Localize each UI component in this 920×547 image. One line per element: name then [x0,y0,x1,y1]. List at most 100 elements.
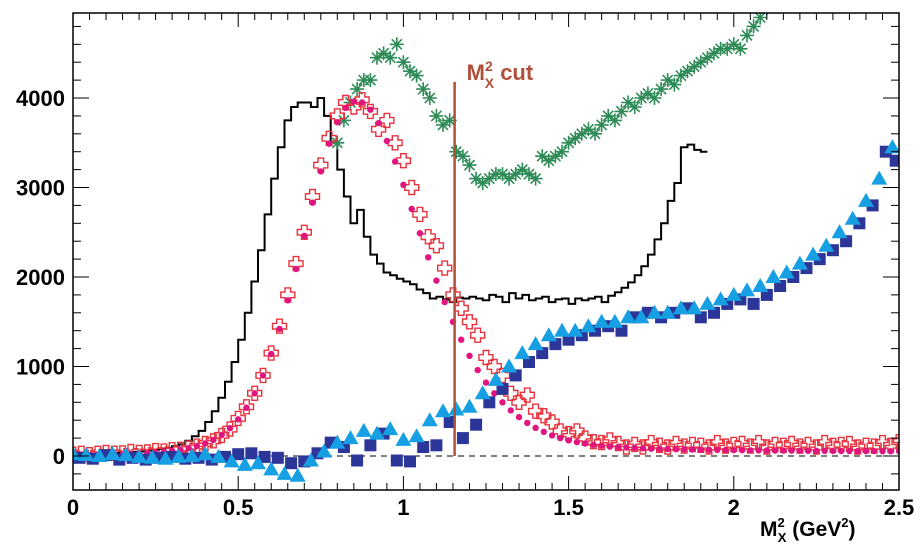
point-asterisk-shape [495,167,510,182]
point-triangle [355,422,372,437]
point-dot [210,436,217,444]
point-triangle [633,309,650,324]
point-dot [268,350,275,358]
point-dot-shape [226,425,234,432]
point-dot [648,445,655,452]
point-dot [350,98,357,105]
point-open-cross [651,437,668,453]
point-triangle [805,246,822,261]
point-open-cross-shape [701,439,717,455]
point-asterisk-shape [654,82,669,97]
point-triangle [527,336,544,351]
point-dot-shape [606,443,614,450]
point-triangle-shape [554,322,570,337]
point-triangle [739,282,755,297]
point-open-cross-shape [288,255,304,272]
point-dot [416,230,424,237]
y-tick-label: 3000 [16,176,65,201]
point-triangle [554,322,570,337]
point-open-cross [693,437,709,453]
x-tick-label: 0 [67,495,79,520]
point-triangle-shape [567,322,584,337]
point-dot-shape [193,442,201,450]
point-open-cross [255,367,271,384]
point-dot [829,447,837,455]
point-square-shape [747,297,760,310]
point-square [351,454,364,467]
point-square-shape [390,454,403,467]
point-dot [862,447,870,455]
point-asterisk-shape [383,50,398,65]
point-asterisk-shape [753,13,768,25]
point-square [404,455,416,468]
point-asterisk-shape [568,131,583,146]
point-asterisk [720,41,735,56]
point-triangle [593,313,610,328]
point-triangle-shape [487,371,504,386]
point-triangle-shape [289,467,306,482]
point-open-cross-shape [246,385,263,401]
point-asterisk [515,162,530,177]
point-open-cross [197,435,213,452]
point-dot [259,372,267,379]
point-dot [482,379,490,386]
point-open-cross [808,439,825,455]
point-open-cross [478,349,494,366]
point-asterisk [693,55,708,70]
point-triangle [236,456,253,471]
point-asterisk [753,13,768,25]
point-dot [846,447,853,455]
point-square-shape [456,432,469,445]
point-dot-shape [383,137,391,145]
point-triangle [73,446,81,461]
point-dot-shape [202,440,209,447]
point-dot [788,447,795,454]
point-asterisk [436,117,450,132]
point-triangle [276,465,293,480]
point-triangle-shape [844,210,861,225]
point-asterisk [607,113,622,128]
point-triangle [170,448,187,463]
point-asterisk-shape [502,171,517,186]
point-asterisk [614,104,629,119]
point-square [364,439,377,452]
point-open-cross-shape [370,121,387,138]
point-square-shape [443,416,456,428]
point-open-cross [569,423,585,439]
point-asterisk-shape [416,82,431,97]
point-asterisk [363,73,378,88]
point-triangle-shape [435,403,451,418]
point-dot [705,446,713,453]
point-asterisk [442,113,457,128]
point-asterisk-shape [720,41,735,56]
point-triangle-shape [144,449,161,464]
point-asterisk-shape [607,113,622,128]
point-dot [276,325,283,333]
point-open-cross [238,399,255,415]
point-triangle [461,398,478,413]
point-asterisk [700,50,715,65]
point-triangle [778,264,795,279]
x-axis-title-unit: (GeV [786,518,841,541]
point-triangle-shape [263,461,280,476]
point-dot [887,448,894,455]
point-asterisk-shape [693,55,708,70]
point-open-cross [321,130,337,147]
point-open-cross [379,112,395,129]
point-asterisk [508,167,523,182]
point-dot [301,232,308,239]
point-asterisk [726,37,741,52]
point-triangle [448,401,465,416]
point-dot [639,445,647,452]
point-triangle-shape [646,304,663,319]
point-asterisk [409,68,424,83]
point-dot [193,442,201,450]
point-square [430,439,443,452]
point-asterisk-shape [350,82,365,97]
x-axis-title-base: M [760,518,778,541]
point-triangle-shape [818,237,835,252]
point-triangle-shape [540,327,557,342]
point-triangle [117,447,134,462]
point-open-cross-shape [354,92,370,108]
point-asterisk-shape [555,144,569,159]
